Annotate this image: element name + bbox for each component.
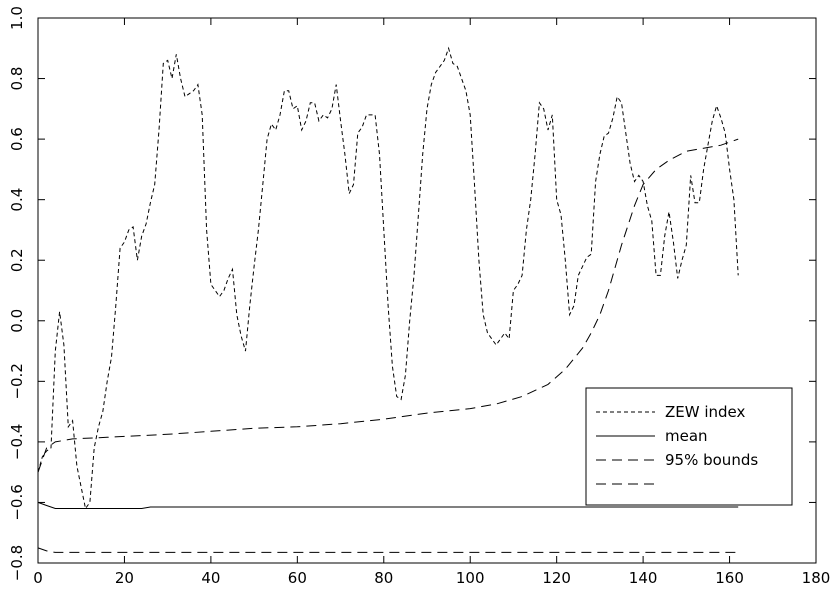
series-line-2 — [37, 138, 739, 473]
y-tick-label: −0.8 — [8, 545, 26, 581]
legend-label-bounds: 95% bounds — [665, 451, 758, 469]
y-tick-label: −0.4 — [8, 424, 26, 460]
x-tick-label: 140 — [629, 569, 658, 587]
y-tick-label: 0.2 — [8, 248, 26, 272]
y-tick-label: 0.8 — [8, 67, 26, 91]
y-tick-label: −0.6 — [8, 484, 26, 520]
legend-box — [585, 387, 793, 506]
y-tick-label: 0.4 — [8, 188, 26, 212]
y-tick-label: 0.6 — [8, 127, 26, 151]
plot-frame — [37, 17, 817, 564]
y-tick-label: 0.0 — [8, 309, 26, 333]
series-line-3 — [37, 547, 739, 553]
series-line-1 — [37, 501, 739, 509]
x-axis: 0 20 40 60 80 100 120 140 160 180 — [33, 18, 830, 587]
x-tick-label: 0 — [33, 569, 43, 587]
x-tick-label: 60 — [288, 569, 307, 587]
legend-label-mean: mean — [665, 427, 708, 445]
x-tick-label: 180 — [802, 569, 831, 587]
x-tick-label: 40 — [201, 569, 220, 587]
series-line-0 — [37, 46, 739, 510]
y-tick-label: 1.0 — [8, 6, 26, 30]
x-tick-label: 120 — [542, 569, 571, 587]
x-tick-label: 160 — [715, 569, 744, 587]
y-tick-label: −0.2 — [8, 363, 26, 399]
legend: ZEW index mean 95% bounds — [585, 387, 793, 506]
y-axis: −0.8 −0.6 −0.4 −0.2 0.0 0.2 0.4 0.6 0.8 1.0 — [8, 6, 816, 581]
series-layer — [37, 46, 739, 553]
x-tick-label: 80 — [374, 569, 393, 587]
x-tick-label: 20 — [115, 569, 134, 587]
x-tick-label: 100 — [456, 569, 485, 587]
legend-label-zew: ZEW index — [665, 403, 746, 421]
